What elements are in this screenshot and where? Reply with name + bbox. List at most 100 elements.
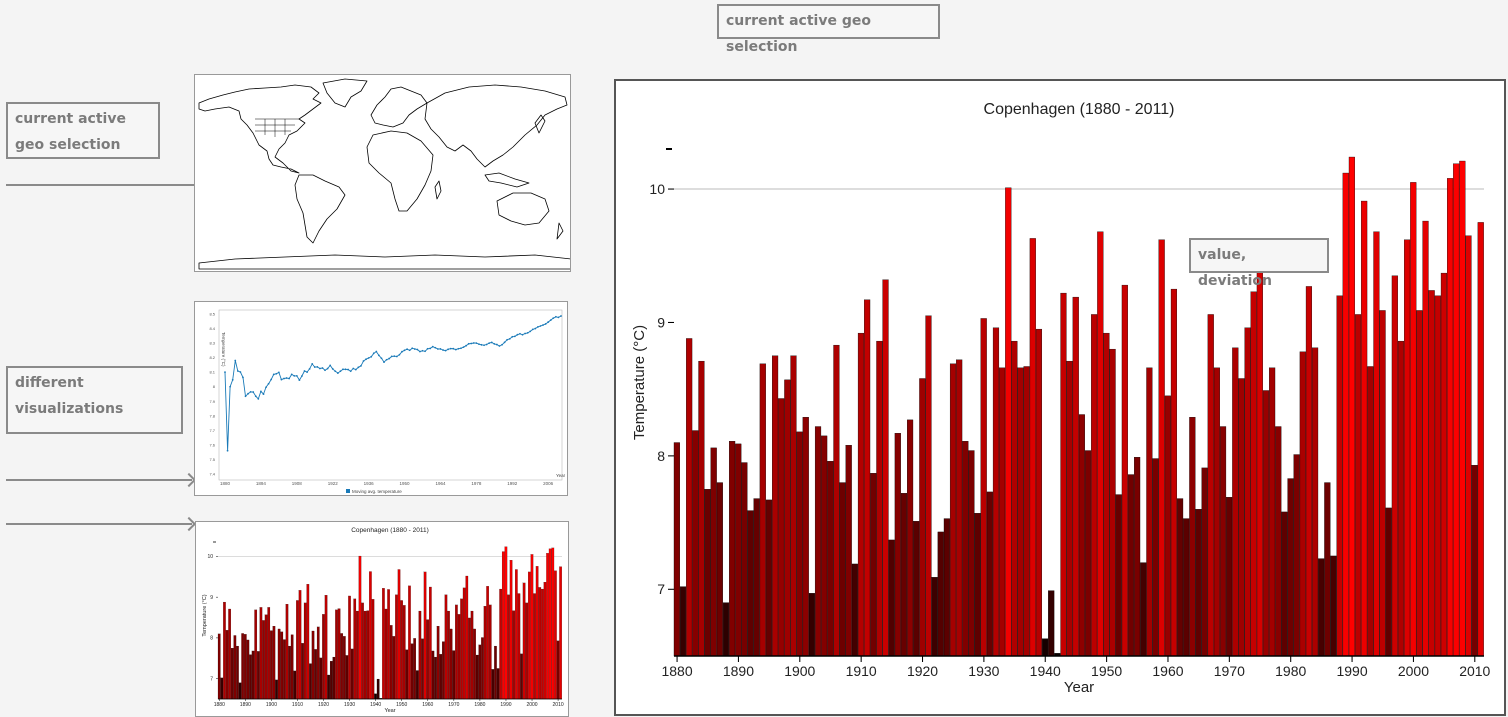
bar-1972[interactable] xyxy=(1238,378,1245,657)
bar-1968[interactable] xyxy=(447,610,450,700)
bar-1946[interactable] xyxy=(389,625,393,700)
bar-1918[interactable] xyxy=(907,419,914,657)
bar-1884[interactable] xyxy=(228,608,231,700)
bar-1980[interactable] xyxy=(478,644,482,700)
bar-1948[interactable] xyxy=(1091,314,1098,657)
bar-1972[interactable] xyxy=(457,614,461,700)
bar-1994[interactable] xyxy=(1373,231,1380,657)
bar-1900[interactable] xyxy=(270,630,273,700)
bar-1917[interactable] xyxy=(900,493,908,657)
bar-chart-thumbnail[interactable]: Copenhagen (1880 - 2011) 7 8 9 10 1880 1890 190… xyxy=(196,522,569,717)
bar-1895[interactable] xyxy=(257,651,260,700)
bar-1902[interactable] xyxy=(808,593,815,657)
bar-1997[interactable] xyxy=(522,582,526,700)
bar-1993[interactable] xyxy=(1367,366,1374,657)
bar-1976[interactable] xyxy=(1262,390,1270,657)
bar-1971[interactable] xyxy=(1232,347,1239,657)
bar-1982[interactable] xyxy=(483,606,487,700)
bar-1958[interactable] xyxy=(421,638,424,700)
bar-1991[interactable] xyxy=(1354,314,1362,657)
bar-1983[interactable] xyxy=(486,586,489,700)
bar-1960[interactable] xyxy=(426,619,430,700)
line-chart-panel[interactable]: Temperature (°C) Year 7.4 7.5 7.6 7.7 7.8 7.9… xyxy=(194,301,568,496)
bar-2007[interactable] xyxy=(548,548,552,700)
bar-1884[interactable] xyxy=(698,360,705,657)
bar-1982[interactable] xyxy=(1299,351,1306,657)
bar-1939[interactable] xyxy=(371,599,375,700)
bar-1964[interactable] xyxy=(1189,417,1196,657)
bar-1925[interactable] xyxy=(949,363,957,657)
bar-1989[interactable] xyxy=(1342,172,1349,657)
bar-1999[interactable] xyxy=(528,571,531,700)
bar-1886[interactable] xyxy=(233,635,237,700)
bar-1887[interactable] xyxy=(716,482,723,657)
bar-1910[interactable] xyxy=(296,600,299,700)
bar-1969[interactable] xyxy=(1219,426,1227,657)
bar-2011[interactable] xyxy=(1477,222,1484,657)
bar-1927[interactable] xyxy=(962,441,969,657)
bar-1968[interactable] xyxy=(1213,367,1220,657)
bar-1892[interactable] xyxy=(747,510,754,657)
bar-1931[interactable] xyxy=(350,648,354,700)
bar-1924[interactable] xyxy=(332,656,336,700)
world-map-panel[interactable] xyxy=(194,74,571,272)
bar-2008[interactable] xyxy=(1459,160,1466,657)
bar-1953[interactable] xyxy=(408,585,411,700)
bar-1892[interactable] xyxy=(249,654,252,700)
bar-1951[interactable] xyxy=(1109,348,1116,657)
bar-1933[interactable] xyxy=(999,367,1006,657)
bar-1880[interactable] xyxy=(673,442,680,657)
bar-1998[interactable] xyxy=(1397,340,1405,657)
bar-1992[interactable] xyxy=(1361,200,1368,657)
bar-1921[interactable] xyxy=(324,595,328,700)
bar-1979[interactable] xyxy=(475,654,479,700)
bar-1987[interactable] xyxy=(1330,555,1337,657)
bar-1905[interactable] xyxy=(827,461,834,657)
bar-1926[interactable] xyxy=(337,608,341,700)
bar-1919[interactable] xyxy=(319,657,323,700)
bar-1921[interactable] xyxy=(925,315,932,657)
bar-1959[interactable] xyxy=(423,571,427,700)
bar-1939[interactable] xyxy=(1035,328,1043,657)
bar-1995[interactable] xyxy=(517,593,521,700)
bar-1961[interactable] xyxy=(1170,288,1178,657)
bar-1907[interactable] xyxy=(288,645,291,700)
bar-1929[interactable] xyxy=(345,655,349,700)
bar-1998[interactable] xyxy=(525,602,529,700)
bar-1977[interactable] xyxy=(470,610,474,700)
bar-1956[interactable] xyxy=(1140,562,1147,657)
bar-1896[interactable] xyxy=(772,355,779,657)
bar-1964[interactable] xyxy=(436,626,440,700)
bar-2000[interactable] xyxy=(1410,182,1417,657)
bar-1923[interactable] xyxy=(329,661,333,700)
bar-2005[interactable] xyxy=(543,582,547,700)
bar-1893[interactable] xyxy=(251,650,255,700)
bar-1994[interactable] xyxy=(515,569,518,700)
bar-1913[interactable] xyxy=(876,340,883,657)
bar-1952[interactable] xyxy=(405,649,409,700)
bar-1914[interactable] xyxy=(882,279,889,657)
bar-1955[interactable] xyxy=(413,638,416,700)
bar-1883[interactable] xyxy=(225,630,229,700)
bar-1880[interactable] xyxy=(217,633,221,700)
bar-1986[interactable] xyxy=(1324,482,1331,657)
bar-1987[interactable] xyxy=(496,668,500,700)
bar-1949[interactable] xyxy=(1097,231,1104,657)
bar-1916[interactable] xyxy=(311,630,315,700)
bar-chart-thumbnail-panel[interactable]: Copenhagen (1880 - 2011) 7 8 9 10 1880 1890 190… xyxy=(195,521,569,717)
bar-1967[interactable] xyxy=(1207,314,1214,657)
bar-1928[interactable] xyxy=(968,450,975,657)
bar-1951[interactable] xyxy=(402,605,406,700)
bar-1891[interactable] xyxy=(246,639,250,700)
bar-1962[interactable] xyxy=(431,650,435,700)
bar-1882[interactable] xyxy=(223,601,226,700)
bar-1915[interactable] xyxy=(309,663,312,700)
main-bar-chart[interactable]: Copenhagen (1880 - 2011) 7 8 9 10 1880 1890 190… xyxy=(616,81,1504,714)
bar-1929[interactable] xyxy=(974,513,981,657)
bar-1898[interactable] xyxy=(264,614,268,700)
bar-1944[interactable] xyxy=(384,608,388,700)
bar-1947[interactable] xyxy=(1084,450,1092,657)
bar-1976[interactable] xyxy=(468,617,471,700)
bar-1903[interactable] xyxy=(277,628,281,700)
bar-1917[interactable] xyxy=(314,649,317,700)
